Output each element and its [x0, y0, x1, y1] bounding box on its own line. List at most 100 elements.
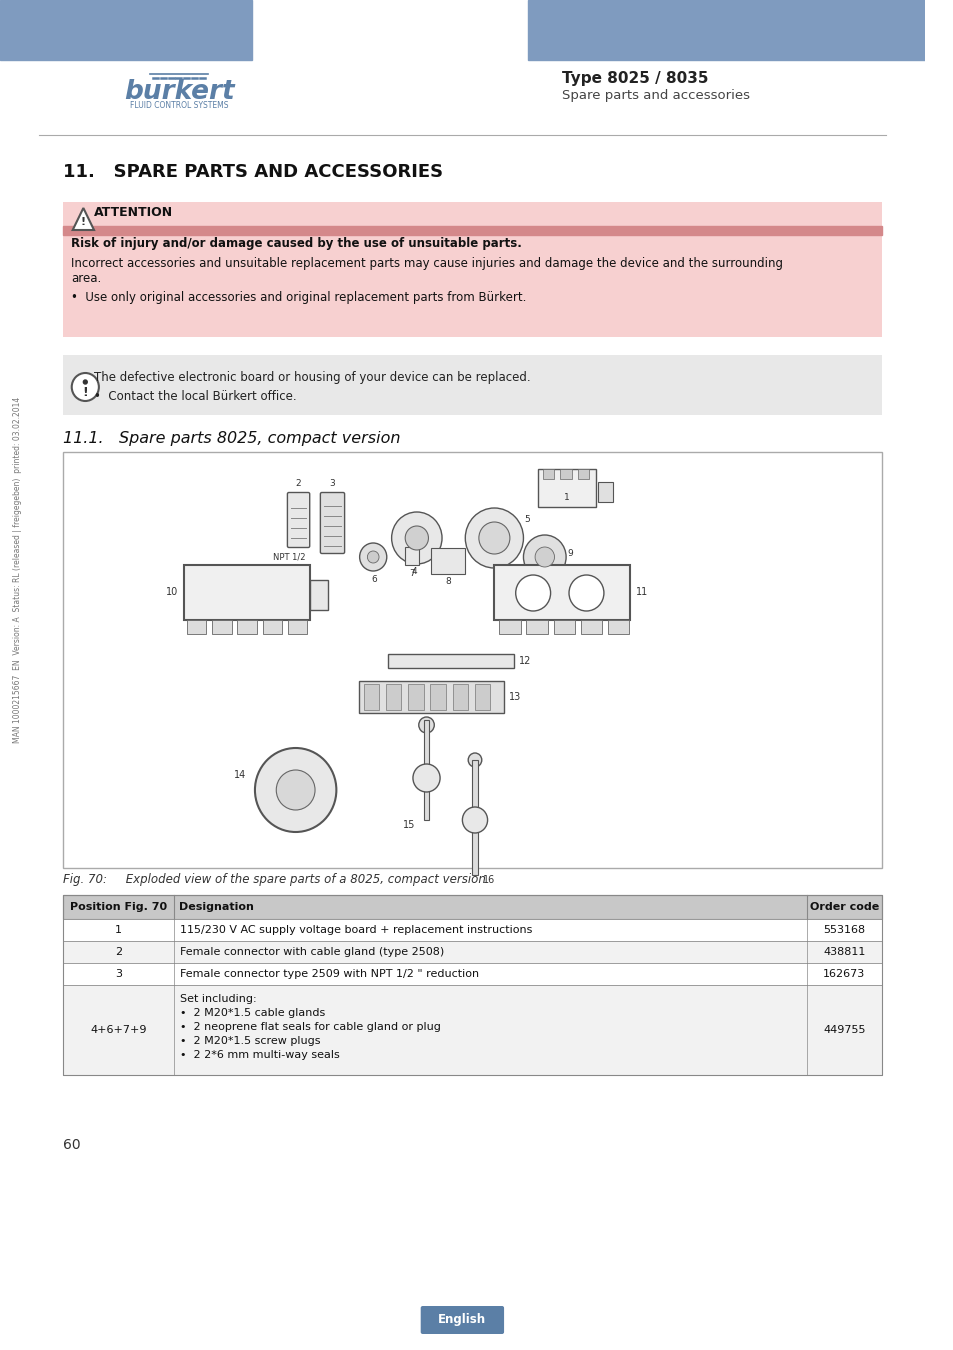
Text: 16: 16 — [482, 875, 495, 886]
Bar — [526, 620, 547, 634]
Text: ATTENTION: ATTENTION — [94, 205, 173, 219]
Text: 11.1.   Spare parts 8025, compact version: 11.1. Spare parts 8025, compact version — [63, 431, 400, 446]
Bar — [472, 760, 477, 875]
Text: 1: 1 — [115, 925, 122, 936]
Text: 449755: 449755 — [822, 1025, 864, 1035]
Bar — [0, 0, 252, 59]
Circle shape — [405, 526, 428, 549]
Text: Designation: Designation — [179, 902, 253, 913]
Text: Order code: Order code — [809, 902, 878, 913]
Bar — [494, 566, 629, 620]
Polygon shape — [72, 208, 94, 230]
Bar — [63, 202, 882, 338]
Text: 115/230 V AC supply voltage board + replacement instructions: 115/230 V AC supply voltage board + repl… — [180, 925, 532, 936]
Text: 4+6+7+9: 4+6+7+9 — [91, 1025, 147, 1035]
FancyBboxPatch shape — [420, 1305, 503, 1334]
Bar — [288, 620, 307, 634]
Circle shape — [418, 717, 434, 733]
Circle shape — [83, 379, 87, 383]
Text: 2: 2 — [295, 479, 301, 489]
Text: 15: 15 — [402, 819, 415, 830]
Text: •  2 neoprene flat seals for cable gland or plug: • 2 neoprene flat seals for cable gland … — [180, 1022, 440, 1031]
Text: 8: 8 — [444, 578, 450, 586]
Bar — [607, 620, 628, 634]
Bar — [63, 452, 882, 868]
Circle shape — [276, 769, 314, 810]
Bar — [387, 653, 514, 668]
Bar — [498, 620, 520, 634]
Text: FLUID CONTROL SYSTEMS: FLUID CONTROL SYSTEMS — [130, 101, 229, 111]
Bar — [262, 620, 282, 634]
Text: 3: 3 — [330, 479, 335, 489]
Text: 553168: 553168 — [822, 925, 864, 936]
Bar — [559, 468, 572, 479]
Text: 4: 4 — [411, 567, 416, 576]
FancyBboxPatch shape — [320, 493, 344, 554]
Text: MAN 1000215667  EN  Version: A  Status: RL (released | freigegeben)  printed: 03: MAN 1000215667 EN Version: A Status: RL … — [13, 397, 22, 742]
Text: 10: 10 — [166, 587, 178, 597]
Text: •  2 2*6 mm multi-way seals: • 2 2*6 mm multi-way seals — [180, 1050, 339, 1060]
Text: 14: 14 — [234, 769, 246, 780]
Text: Female connector type 2509 with NPT 1/2 " reduction: Female connector type 2509 with NPT 1/2 … — [180, 969, 479, 979]
Bar — [578, 468, 589, 479]
Text: 7: 7 — [409, 570, 415, 579]
Bar — [63, 919, 882, 941]
Bar — [453, 684, 468, 710]
Circle shape — [359, 543, 386, 571]
Text: Risk of injury and/or damage caused by the use of unsuitable parts.: Risk of injury and/or damage caused by t… — [71, 236, 521, 250]
Circle shape — [478, 522, 509, 554]
Text: 5: 5 — [524, 516, 530, 525]
Bar — [423, 720, 429, 819]
Text: Fig. 70:     Exploded view of the spare parts of a 8025, compact version: Fig. 70: Exploded view of the spare part… — [63, 873, 485, 887]
Text: 9: 9 — [566, 548, 572, 558]
Text: 438811: 438811 — [822, 946, 864, 957]
Text: 11: 11 — [635, 587, 647, 597]
Text: 13: 13 — [508, 693, 520, 702]
Text: !: ! — [82, 386, 88, 398]
Circle shape — [523, 535, 565, 579]
Circle shape — [462, 807, 487, 833]
Text: Female connector with cable gland (type 2508): Female connector with cable gland (type … — [180, 946, 444, 957]
Text: Position Fig. 70: Position Fig. 70 — [71, 902, 167, 913]
Text: 60: 60 — [63, 1138, 81, 1152]
Bar — [358, 680, 503, 713]
Bar — [553, 620, 575, 634]
Bar — [598, 482, 612, 502]
Bar — [63, 941, 882, 963]
Bar — [63, 895, 882, 1075]
Bar — [63, 986, 882, 1075]
Bar — [385, 684, 401, 710]
Text: burkert: burkert — [124, 80, 234, 105]
Text: 3: 3 — [115, 969, 122, 979]
Circle shape — [535, 547, 554, 567]
Bar — [537, 468, 596, 508]
Bar — [580, 620, 601, 634]
Bar — [542, 468, 554, 479]
Text: 162673: 162673 — [822, 969, 864, 979]
Bar — [405, 547, 418, 566]
Circle shape — [413, 764, 439, 792]
Text: !: ! — [81, 217, 86, 227]
Text: 6: 6 — [371, 575, 376, 583]
Text: Incorrect accessories and unsuitable replacement parts may cause injuries and da: Incorrect accessories and unsuitable rep… — [71, 258, 782, 270]
Circle shape — [392, 512, 441, 564]
Circle shape — [254, 748, 336, 832]
Text: English: English — [437, 1314, 486, 1327]
FancyBboxPatch shape — [287, 493, 310, 548]
Text: 1: 1 — [563, 493, 569, 501]
Text: Set including:: Set including: — [180, 994, 256, 1004]
Text: •  2 M20*1.5 screw plugs: • 2 M20*1.5 screw plugs — [180, 1035, 320, 1046]
Bar — [237, 620, 256, 634]
Circle shape — [516, 575, 550, 612]
Bar — [430, 684, 445, 710]
Bar — [363, 684, 378, 710]
Bar — [408, 684, 423, 710]
Bar — [63, 355, 882, 414]
Text: Spare parts and accessories: Spare parts and accessories — [561, 89, 749, 103]
Circle shape — [367, 551, 378, 563]
Text: The defective electronic board or housing of your device can be replaced.: The defective electronic board or housin… — [94, 371, 530, 385]
Text: area.: area. — [71, 273, 101, 285]
Bar — [475, 684, 490, 710]
Bar — [63, 895, 882, 919]
Bar — [528, 0, 923, 59]
